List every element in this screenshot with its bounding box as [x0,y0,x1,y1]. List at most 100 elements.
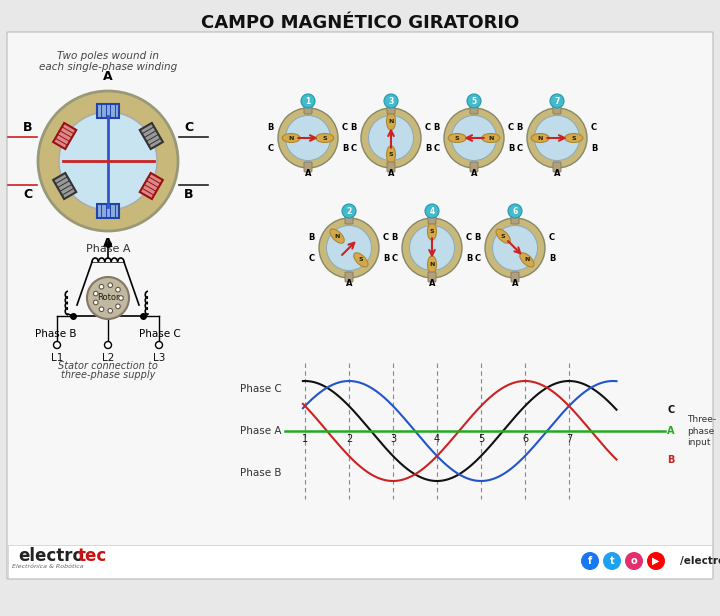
Text: C: C [549,233,555,242]
FancyBboxPatch shape [553,162,561,172]
Circle shape [402,218,462,278]
Text: Phase B: Phase B [240,469,282,479]
Text: N: N [488,136,493,140]
Text: C: C [508,123,514,132]
Text: B: B [22,121,32,134]
Text: 4: 4 [429,206,435,216]
Text: C: C [351,144,357,153]
Circle shape [108,309,112,313]
Ellipse shape [354,253,368,267]
Circle shape [116,304,120,309]
Text: B: B [591,144,598,153]
Text: A: A [388,169,395,178]
Text: 6: 6 [513,206,518,216]
Text: C: C [475,254,481,263]
Text: B: B [351,123,357,132]
Text: C: C [184,121,193,134]
Ellipse shape [387,146,395,164]
Text: S: S [389,152,393,157]
Circle shape [87,277,129,319]
Text: L3: L3 [153,353,165,363]
Circle shape [119,296,123,300]
Text: Phase A: Phase A [240,426,282,436]
Text: B: B [383,254,390,263]
Text: Phase A: Phase A [86,244,130,254]
Text: ▶: ▶ [652,556,660,566]
Text: C: C [434,144,440,153]
Circle shape [319,218,379,278]
Text: A: A [512,208,518,217]
Text: 1: 1 [305,97,310,105]
Polygon shape [140,173,163,199]
Circle shape [625,552,643,570]
Circle shape [99,307,104,312]
Circle shape [278,108,338,168]
Text: A: A [667,426,675,436]
Circle shape [108,283,112,288]
Text: S: S [430,229,434,233]
Text: t: t [610,556,614,566]
Text: N: N [388,119,394,124]
Text: each single-phase winding: each single-phase winding [39,62,177,72]
FancyBboxPatch shape [345,214,353,224]
Text: C: C [591,123,597,132]
Text: B: B [508,144,514,153]
Circle shape [361,108,421,168]
FancyBboxPatch shape [8,545,712,578]
Text: B: B [342,144,348,153]
Ellipse shape [564,134,582,142]
Circle shape [326,225,372,270]
Circle shape [485,218,545,278]
Polygon shape [140,123,163,149]
Text: A: A [554,98,560,107]
Text: 3: 3 [388,97,394,105]
Text: N: N [524,257,530,262]
Circle shape [647,552,665,570]
Circle shape [38,91,178,231]
Circle shape [369,116,413,161]
Circle shape [451,116,497,161]
Ellipse shape [448,134,467,142]
Text: 3: 3 [390,434,396,444]
Ellipse shape [330,229,344,243]
Text: three-phase supply: three-phase supply [60,370,156,380]
Text: S: S [455,136,459,140]
Polygon shape [97,104,119,118]
Text: 7: 7 [566,434,572,444]
Text: S: S [323,136,327,140]
FancyBboxPatch shape [387,104,395,114]
Text: 5: 5 [472,97,477,105]
Text: Phase C: Phase C [139,329,181,339]
Text: B: B [268,123,274,132]
Circle shape [410,225,454,270]
Text: A: A [305,169,311,178]
Text: Two poles wound in: Two poles wound in [57,51,159,61]
Ellipse shape [482,134,500,142]
FancyBboxPatch shape [7,32,713,579]
FancyBboxPatch shape [470,104,478,114]
Polygon shape [53,173,76,199]
Text: S: S [359,257,363,262]
FancyBboxPatch shape [470,162,478,172]
Circle shape [99,285,104,289]
Text: B: B [309,233,315,242]
Ellipse shape [282,134,300,142]
Circle shape [527,108,587,168]
Text: 6: 6 [522,434,528,444]
Text: Phase C: Phase C [240,384,282,394]
Text: 5: 5 [478,434,484,444]
Text: S: S [572,136,576,140]
Circle shape [116,287,120,292]
Circle shape [104,341,112,349]
Circle shape [156,341,163,349]
Text: C: C [667,405,674,415]
FancyBboxPatch shape [428,214,436,224]
Text: C: C [466,233,472,242]
Text: electro: electro [18,547,84,565]
Circle shape [425,204,439,218]
Text: L2: L2 [102,353,114,363]
Circle shape [59,112,157,210]
Circle shape [94,291,98,296]
Text: A: A [103,70,113,83]
Circle shape [492,225,538,270]
